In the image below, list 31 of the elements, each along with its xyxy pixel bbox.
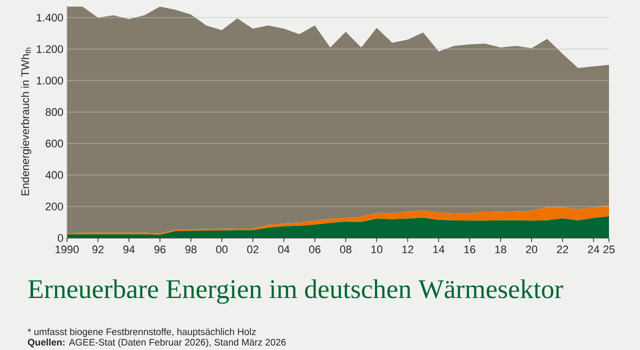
x-tick-label: 02 — [247, 246, 258, 254]
y-tick-label: 400 — [45, 171, 64, 179]
x-tick-label: 04 — [278, 246, 290, 254]
y-tick-label: 200 — [46, 202, 64, 210]
x-tick-label: 22 — [557, 246, 568, 254]
text: Erneuerbare Energien im deutschen Wärmesektor — [28, 279, 564, 304]
x-tick-label: 1990 — [56, 246, 79, 254]
x-tick-label: 00 — [216, 246, 228, 254]
x-tick-label: 98 — [185, 246, 196, 254]
x-tick-label: 08 — [340, 246, 352, 254]
y-tick-label: 1.400 — [36, 14, 64, 22]
x-tick-label: 16 — [464, 246, 476, 254]
x-tick-label: 25 — [603, 246, 615, 254]
text: Quellen: AGEE-Stat (Daten Februar 2026), Stand März 2026 — [28, 338, 286, 348]
x-tick-label: 18 — [495, 246, 506, 254]
x-tick-label: 06 — [309, 246, 320, 254]
y-tick-label: 1.200 — [36, 45, 64, 53]
x-tick-label: 96 — [154, 246, 166, 254]
x-tick-label: 20 — [526, 246, 538, 254]
x-tick-label: 94 — [123, 246, 135, 254]
x-tick-label: 24 — [588, 246, 600, 254]
x-tick-label: 12 — [402, 246, 414, 254]
y-tick-label: 1.000 — [36, 76, 64, 84]
x-tick-label: 14 — [433, 246, 444, 254]
y-tick-label: 600 — [46, 140, 64, 148]
y-axis-title: Endenergieverbrauch in TWh$_{th}$ — [21, 48, 32, 196]
x-tick-label: 92 — [92, 246, 104, 254]
text: * umfasst biogene Festbrennstoffe, hauptsächlich Holz — [28, 328, 256, 337]
y-tick-label: 0 — [58, 234, 64, 242]
x-tick-label: 10 — [371, 246, 382, 254]
y-tick-label: 800 — [46, 108, 64, 116]
